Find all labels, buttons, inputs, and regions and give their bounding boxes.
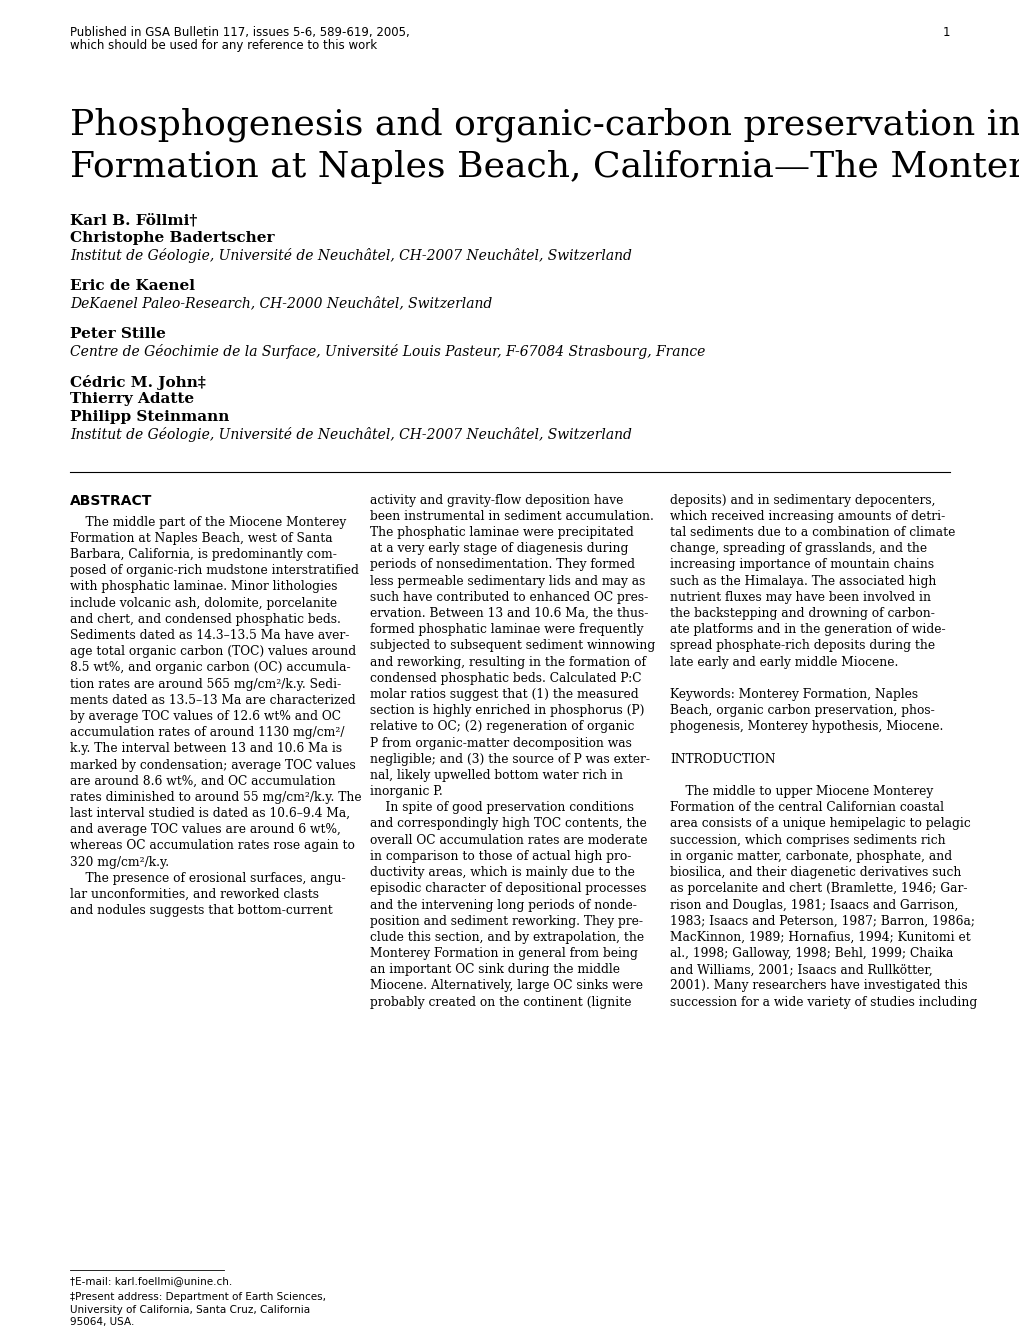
- Text: Philipp Steinmann: Philipp Steinmann: [70, 410, 229, 423]
- Text: DeKaenel Paleo-Research, CH-2000 Neuchâtel, Switzerland: DeKaenel Paleo-Research, CH-2000 Neuchât…: [70, 296, 492, 310]
- Text: Eric de Kaenel: Eric de Kaenel: [70, 278, 195, 293]
- Text: deposits) and in sedimentary depocenters,
which received increasing amounts of d: deposits) and in sedimentary depocenters…: [669, 493, 976, 1009]
- Text: Published in GSA Bulletin 117, issues 5-6, 589-619, 2005,: Published in GSA Bulletin 117, issues 5-…: [70, 26, 410, 39]
- Text: Cédric M. John‡: Cédric M. John‡: [70, 375, 206, 390]
- Text: †E-mail: karl.foellmi@unine.ch.: †E-mail: karl.foellmi@unine.ch.: [70, 1275, 232, 1286]
- Text: The middle part of the Miocene Monterey
Formation at Naples Beach, west of Santa: The middle part of the Miocene Monterey …: [70, 516, 362, 918]
- Text: Institut de Géologie, Université de Neuchâtel, CH-2007 Neuchâtel, Switzerland: Institut de Géologie, Université de Neuc…: [70, 249, 631, 263]
- Text: Karl B. Föllmi†: Karl B. Föllmi†: [70, 212, 197, 227]
- Text: which should be used for any reference to this work: which should be used for any reference t…: [70, 39, 377, 52]
- Text: Formation at Naples Beach, California—The Monterey hypothesis revisited: Formation at Naples Beach, California—Th…: [70, 149, 1019, 184]
- Text: Phosphogenesis and organic-carbon preservation in the Miocene Monterey: Phosphogenesis and organic-carbon preser…: [70, 108, 1019, 142]
- Text: ‡Present address: Department of Earth Sciences,
University of California, Santa : ‡Present address: Department of Earth Sc…: [70, 1293, 326, 1328]
- Text: Christophe Badertscher: Christophe Badertscher: [70, 231, 274, 245]
- Text: Institut de Géologie, Université de Neuchâtel, CH-2007 Neuchâtel, Switzerland: Institut de Géologie, Université de Neuc…: [70, 427, 631, 442]
- Text: Peter Stille: Peter Stille: [70, 327, 166, 340]
- Text: ABSTRACT: ABSTRACT: [70, 493, 152, 508]
- Text: 1: 1: [942, 26, 949, 39]
- Text: Thierry Adatte: Thierry Adatte: [70, 392, 194, 406]
- Text: activity and gravity-flow deposition have
been instrumental in sediment accumula: activity and gravity-flow deposition hav…: [370, 493, 654, 1009]
- Text: Centre de Géochimie de la Surface, Université Louis Pasteur, F-67084 Strasbourg,: Centre de Géochimie de la Surface, Unive…: [70, 344, 705, 359]
